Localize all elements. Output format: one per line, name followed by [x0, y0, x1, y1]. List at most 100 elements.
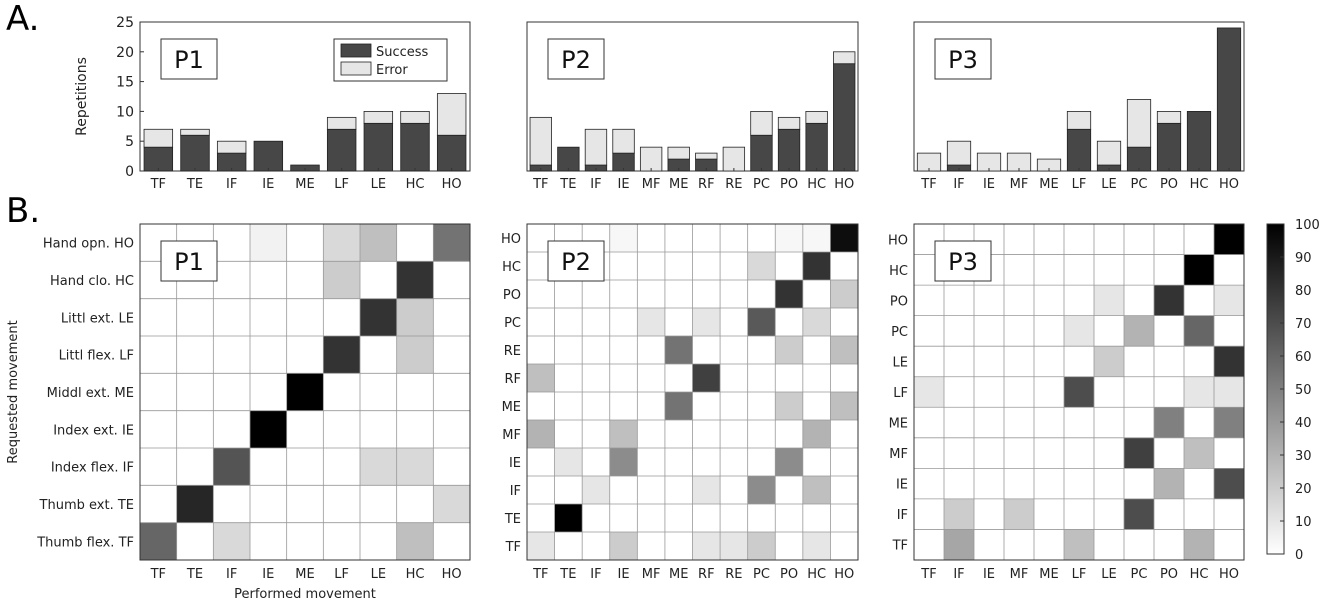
heatmap-cell [802, 280, 831, 309]
heatmap-cell [1094, 315, 1125, 347]
heatmap-cell [1154, 254, 1185, 286]
heatmap-cell [830, 364, 859, 393]
bar-success [1216, 27, 1242, 172]
bar-error [1096, 140, 1122, 166]
heatmap-cell [1124, 498, 1155, 530]
y-tick-label: 10 [116, 104, 134, 120]
legend-label-error: Error [376, 63, 408, 78]
x-tick-label: PC [1131, 177, 1148, 192]
colorbar-tick-label: 70 [1295, 317, 1312, 332]
heatmap-cell [692, 336, 721, 365]
heatmap-cell [664, 476, 693, 505]
heatmap-cell [360, 410, 397, 449]
heatmap-cell [974, 376, 1005, 408]
heatmap-cell [974, 498, 1005, 530]
heatmap-cell [914, 315, 945, 347]
heatmap-cell [554, 448, 583, 477]
bar-success [1126, 146, 1152, 172]
heatmap-cell [250, 261, 287, 299]
heatmap-cell [323, 336, 361, 374]
heatmap-cell [140, 410, 177, 449]
bar-success [180, 134, 210, 172]
y-tick-label: MF [889, 447, 908, 462]
heatmap-cell [286, 448, 324, 486]
heatmap-cell [250, 373, 287, 411]
confusion-matrix-p2: TF TE IF IE MF ME RF RE PC PO HC HO HO HC PO PC RE RF ME MF… [501, 223, 859, 582]
heatmap-cell [1094, 285, 1125, 316]
heatmap-cell [527, 308, 555, 337]
chart-title-box [934, 38, 992, 80]
heatmap-cell [747, 252, 776, 281]
y-tick-label: LF [893, 386, 908, 401]
heatmap-cell [664, 280, 693, 309]
x-tick-label: LE [1101, 177, 1116, 192]
heatmap-cell [286, 336, 324, 374]
heatmap-cell [1184, 407, 1215, 439]
heatmap-cell [775, 308, 804, 337]
heatmap-cell [802, 308, 831, 337]
heatmap-cell [213, 485, 251, 523]
heatmap-cell [1124, 376, 1155, 408]
heatmap-cell [609, 504, 638, 533]
heatmap-cell [609, 420, 638, 449]
heatmap-cell [1124, 285, 1155, 316]
heatmap-cell [720, 392, 748, 421]
heatmap-cell [1214, 468, 1245, 500]
heatmap-cell [1004, 254, 1035, 286]
heatmap-cell [974, 437, 1005, 469]
heatmap-cell [554, 364, 583, 393]
heatmap-cell [944, 315, 975, 347]
bar-success [833, 63, 856, 172]
colorbar-tick-label: 80 [1295, 284, 1312, 299]
y-tick-label: TF [505, 540, 521, 555]
bar-success [253, 140, 284, 172]
heatmap-cell [775, 476, 804, 505]
bar-error [326, 116, 357, 130]
y-tick-label: HO [888, 233, 908, 248]
heatmap-cell [286, 522, 324, 561]
bar-error [722, 146, 746, 172]
heatmap-cell [609, 336, 638, 365]
heatmap-cell [1124, 437, 1155, 469]
bar-error [805, 111, 828, 124]
heatmap-cell [609, 252, 638, 281]
heatmap-cell [1124, 254, 1155, 286]
heatmap-cell [396, 224, 434, 262]
colorbar-tick-label: 0 [1295, 548, 1303, 563]
y-tick-label: Index flex. IF [51, 461, 134, 476]
heatmap-cell [527, 504, 555, 533]
heatmap-cell [914, 376, 945, 408]
heatmap-cell [323, 410, 361, 449]
heatmap-cell [527, 392, 555, 421]
heatmap-cell [323, 261, 361, 299]
heatmap-cell [775, 252, 804, 281]
heatmap-cell [664, 308, 693, 337]
bar-error [143, 128, 174, 148]
heatmap-cell [747, 336, 776, 365]
heatmap-cell [323, 485, 361, 523]
heatmap-cell [720, 532, 748, 561]
heatmap-cell [554, 476, 583, 505]
heatmap-cell [1064, 407, 1095, 439]
heatmap-cell [360, 485, 397, 523]
heatmap-cell [637, 280, 666, 309]
bar-error [436, 93, 467, 136]
heatmap-cell [1214, 529, 1245, 561]
colorbar-tick-label: 100 [1295, 218, 1320, 233]
heatmap-cell [637, 448, 666, 477]
heatmap-cell [433, 410, 471, 449]
y-axis-label: Repetitions [74, 57, 90, 136]
heatmap-cell [609, 308, 638, 337]
heatmap-cell [830, 448, 859, 477]
heatmap-cell [1064, 285, 1095, 316]
heatmap-cell [775, 504, 804, 533]
heatmap-cell [637, 308, 666, 337]
heatmap-cell [1154, 285, 1185, 316]
heatmap-cell [1214, 498, 1245, 530]
heatmap-cell [747, 224, 776, 253]
heatmap-cell [802, 224, 831, 253]
heatmap-cell [609, 532, 638, 561]
heatmap-cell [775, 448, 804, 477]
x-tick-label: TE [559, 567, 576, 582]
heatmap-cell [213, 522, 251, 561]
